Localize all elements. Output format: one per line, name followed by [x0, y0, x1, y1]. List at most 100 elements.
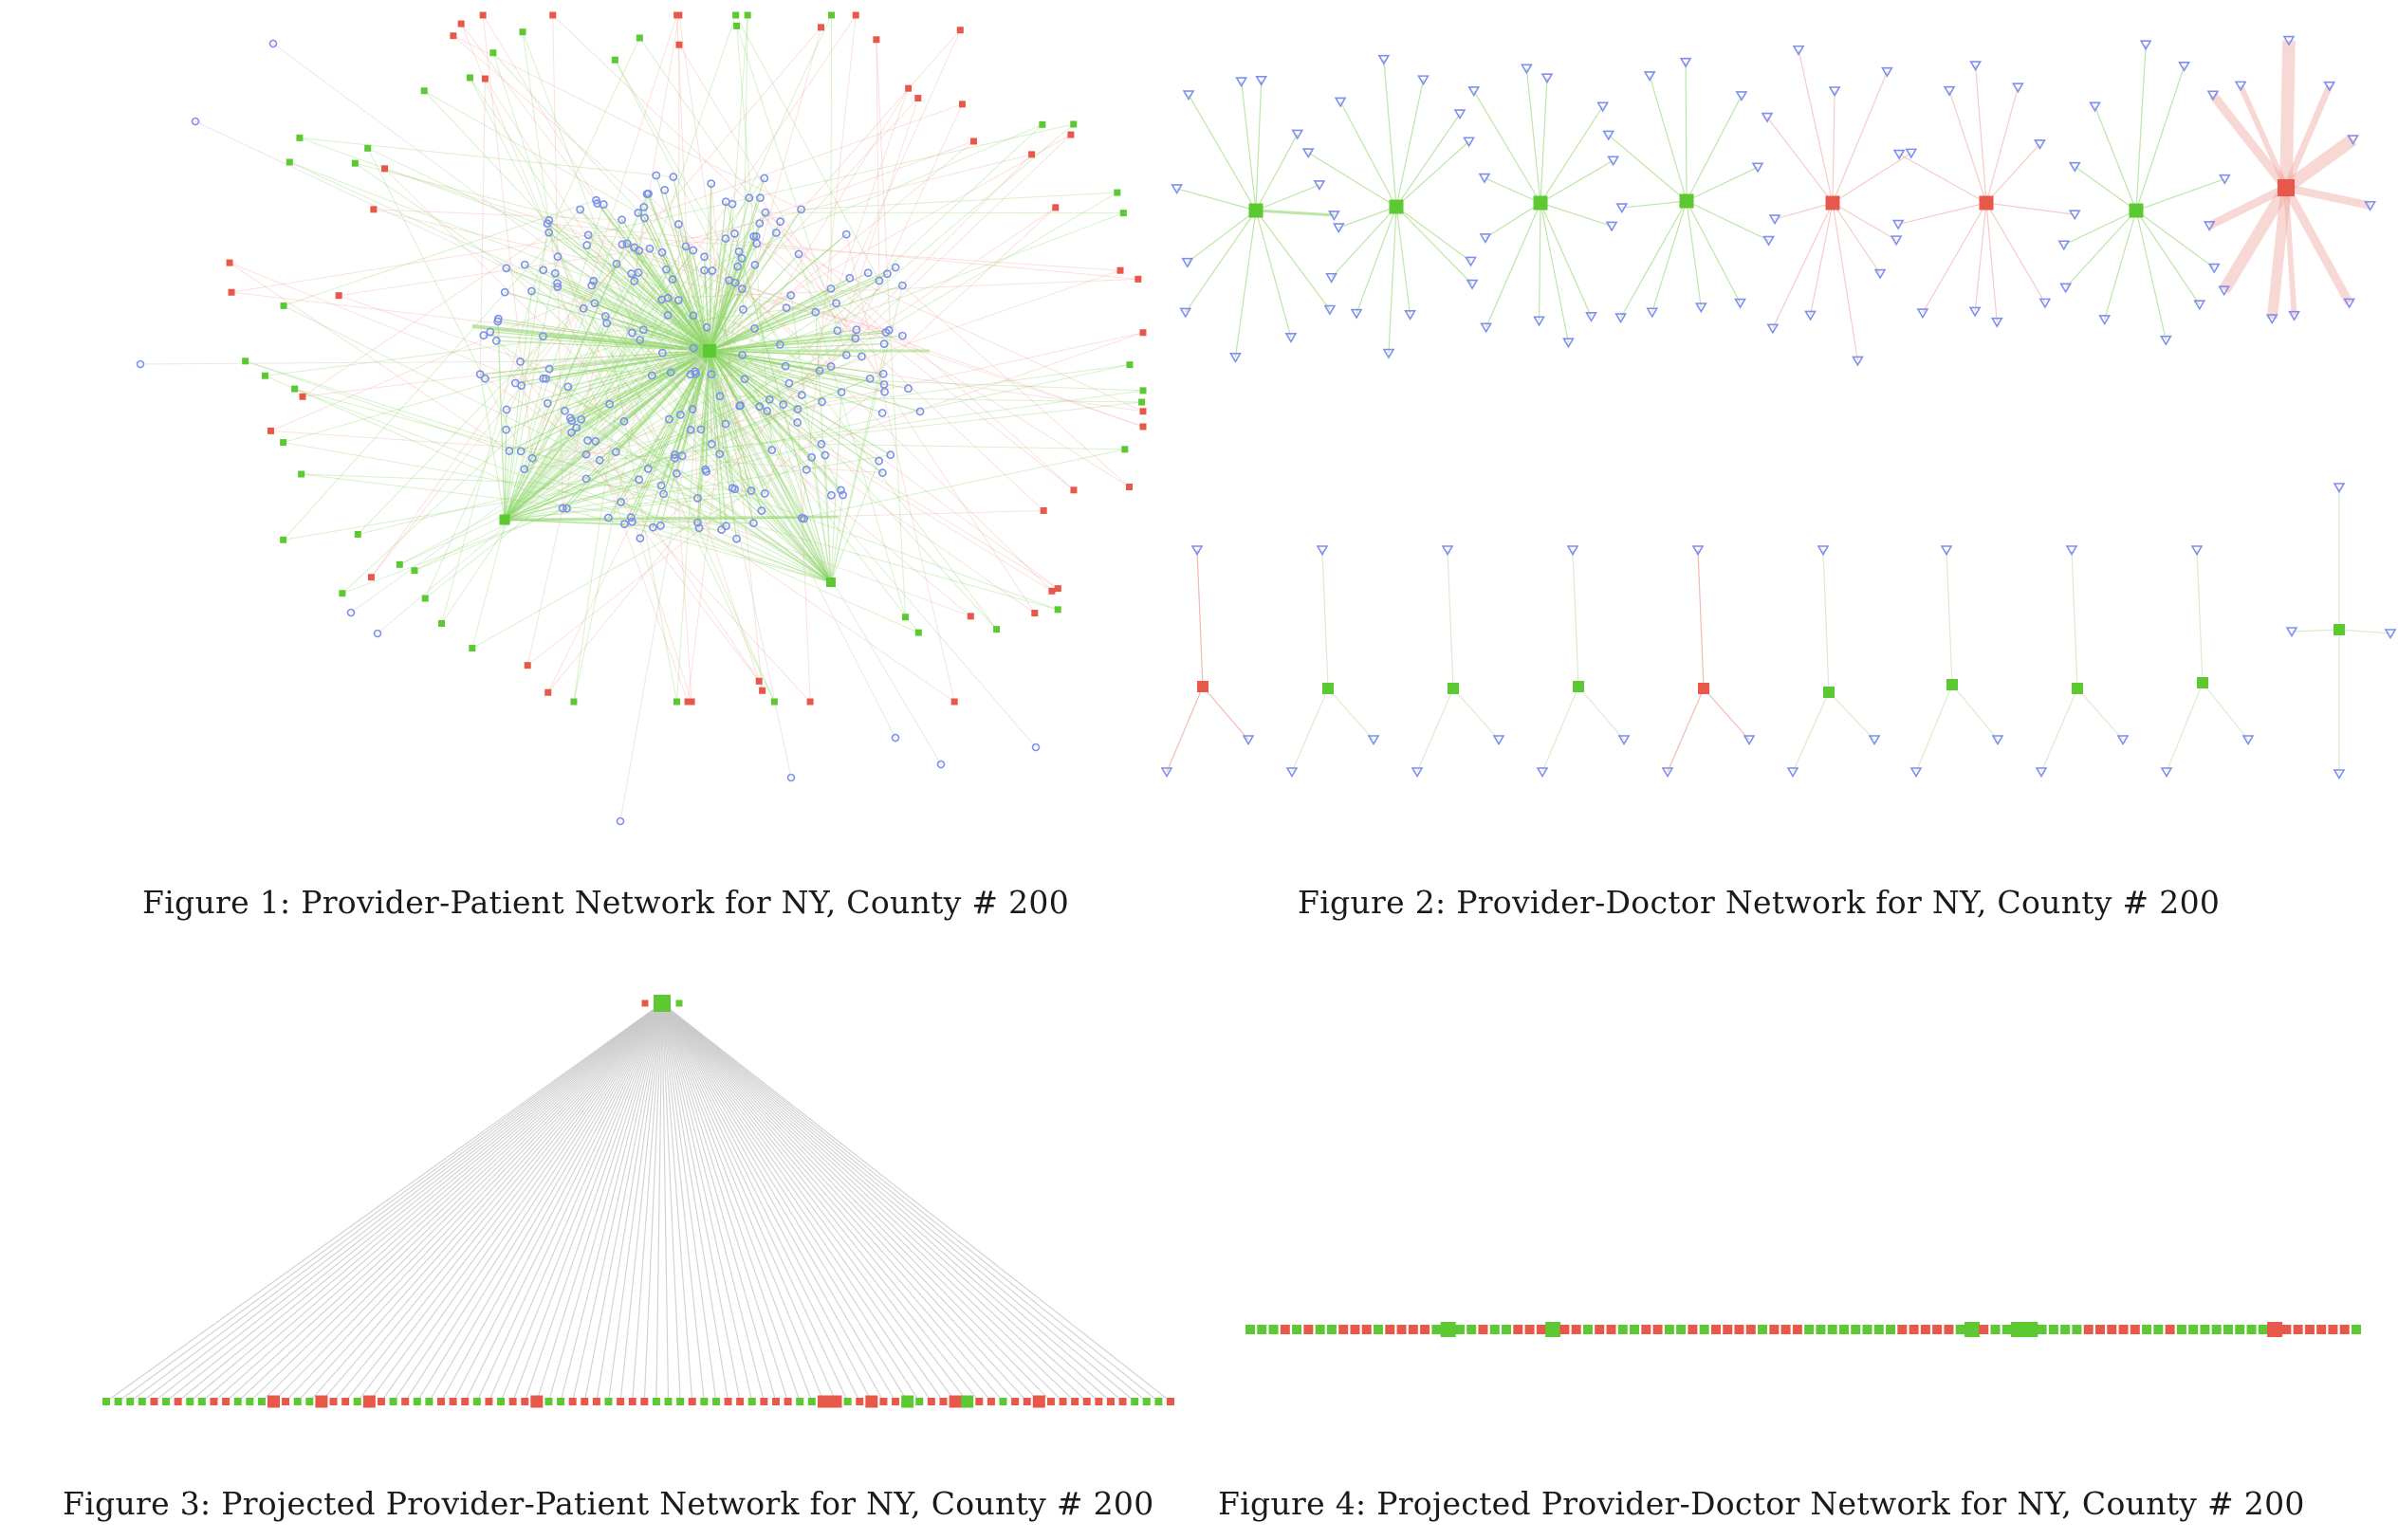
edge-line — [649, 154, 1032, 249]
provider-node — [1909, 1325, 1919, 1334]
doctor-node — [1334, 97, 1347, 108]
edge-line — [380, 1002, 663, 1402]
edge-line — [593, 280, 832, 583]
edge-line — [2196, 549, 2204, 684]
edge-line — [572, 1002, 663, 1402]
provider-node — [2200, 1325, 2210, 1334]
provider-node — [1595, 1325, 1605, 1334]
patient-node — [664, 414, 673, 424]
edge-line — [1452, 688, 1500, 741]
doctor-node — [1171, 184, 1184, 194]
edge-line — [1473, 90, 1541, 204]
patient-node — [811, 307, 821, 317]
provider-node — [1502, 1325, 1512, 1334]
provider-node — [1932, 1325, 1943, 1334]
edge-line — [552, 14, 887, 333]
edge-line — [1667, 688, 1705, 773]
edge-line — [661, 1002, 681, 1402]
provider-node — [2072, 683, 2083, 694]
edge-line — [545, 377, 832, 583]
patient-node — [595, 455, 604, 465]
provider-node — [293, 1398, 302, 1405]
provider-node — [381, 165, 389, 173]
patient-node — [693, 493, 702, 503]
doctor-node — [1891, 219, 1905, 230]
edge-line — [765, 211, 1124, 214]
doctor-node — [2265, 314, 2278, 325]
edge-line — [497, 319, 506, 521]
figure-3-caption: Figure 3: Projected Provider-Patient Net… — [63, 1485, 1154, 1522]
provider-node — [126, 1398, 135, 1405]
doctor-node — [2038, 298, 2052, 309]
edge-line — [709, 350, 879, 462]
edge-line — [460, 23, 649, 469]
patient-node — [738, 351, 747, 359]
edge-line — [620, 501, 832, 583]
patient-node — [878, 369, 888, 378]
provider-node — [1054, 585, 1061, 593]
provider-node — [2083, 1325, 2094, 1334]
edge-line — [506, 267, 832, 583]
edge-line — [661, 1002, 896, 1402]
provider-node — [1257, 1325, 1267, 1334]
edge-line — [569, 350, 710, 419]
edge-line — [709, 197, 750, 352]
edge-line — [2135, 45, 2147, 211]
provider-node — [700, 1398, 709, 1405]
provider-node — [1046, 1398, 1055, 1405]
patient-node — [763, 407, 772, 415]
provider-node — [299, 393, 306, 400]
provider-node — [1131, 1398, 1139, 1405]
patient-node — [689, 246, 698, 255]
patient-node — [736, 401, 745, 410]
edge-line — [341, 402, 548, 595]
edge-line — [596, 199, 710, 352]
edge-line — [1484, 177, 1541, 204]
provider-node — [1082, 1398, 1091, 1405]
provider-node — [450, 32, 457, 40]
edge-line — [664, 190, 710, 352]
edge-line — [1166, 686, 1204, 773]
doctor-node — [1990, 317, 2003, 328]
provider-node — [485, 1398, 493, 1405]
patient-node — [567, 428, 576, 437]
edge-line — [709, 350, 738, 540]
provider-node — [1545, 1322, 1561, 1337]
edge-line — [830, 330, 890, 583]
edge-line — [504, 492, 766, 521]
edge-line — [1985, 202, 2075, 215]
edge-line — [742, 87, 910, 356]
edge-line — [783, 154, 1032, 405]
edge-line — [504, 403, 610, 521]
patient-node — [782, 303, 791, 313]
patient-node — [475, 370, 485, 379]
edge-line — [661, 1002, 670, 1402]
edge-line — [1975, 64, 1987, 204]
edge-line — [2135, 178, 2225, 211]
provider-node — [1315, 1325, 1325, 1334]
edge-line — [2283, 187, 2297, 316]
edge-line — [524, 468, 832, 583]
doctor-node — [2364, 200, 2376, 211]
edge-line — [471, 378, 544, 649]
edge-line — [270, 430, 883, 474]
provider-node — [1688, 1325, 1698, 1334]
provider-node — [2278, 179, 2295, 196]
edge-line — [504, 430, 507, 521]
edge-line — [830, 284, 903, 583]
edge-line — [661, 299, 710, 352]
provider-node — [1031, 610, 1039, 617]
provider-node — [675, 41, 683, 48]
edge-line — [661, 1002, 1028, 1402]
provider-node — [1396, 1325, 1407, 1334]
edge-line — [194, 120, 703, 361]
edge-line — [661, 1002, 992, 1402]
patient-node — [591, 436, 600, 446]
edge-line — [703, 256, 710, 352]
doctor-node — [1916, 308, 1929, 320]
edge-line — [567, 350, 710, 388]
edge-line — [1985, 143, 2040, 204]
patient-node — [707, 370, 716, 379]
edge-line — [452, 1002, 663, 1402]
edge-line — [273, 1002, 663, 1402]
